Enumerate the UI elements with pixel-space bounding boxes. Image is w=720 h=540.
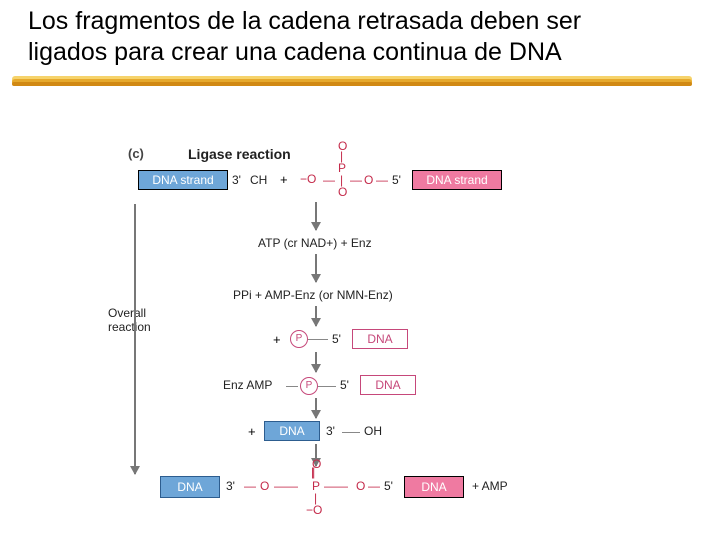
bot-p-o-top: O (312, 458, 321, 471)
bot-dash-l: — (244, 479, 256, 493)
top-dash3: — (376, 173, 388, 187)
top-right-strand: DNA strand (412, 170, 502, 190)
row4-link0 (286, 386, 298, 388)
row3-dna: DNA (352, 329, 408, 349)
title-underline (12, 76, 692, 96)
top-dash2: — (350, 173, 362, 187)
row3-5: 5' (332, 332, 341, 346)
bot-dash-r: —— (324, 479, 348, 493)
top-left-3: 3' (232, 173, 241, 187)
bot-p-bond-d: || (311, 466, 313, 479)
arrow-1 (315, 202, 317, 230)
top-o-right: O (364, 173, 373, 187)
row3-p-circle: P (290, 330, 308, 348)
top-5: 5' (392, 173, 401, 187)
row4-p-circle: P (300, 377, 318, 395)
row4-dna: DNA (360, 375, 416, 395)
row4-enz: Enz AMP (223, 378, 272, 392)
arrow-4 (315, 352, 317, 372)
top-neg-o: −O (300, 173, 316, 186)
overall-arrow (134, 204, 136, 474)
top-p-o-bot: O (338, 186, 347, 199)
overall-label: Overallreaction (108, 306, 168, 335)
bot-o2: O (356, 479, 365, 493)
bot-o1: O (260, 479, 269, 493)
top-dash1: — (323, 173, 335, 187)
slide-title: Los fragmentos de la cadena retrasada de… (28, 6, 688, 69)
row4-5: 5' (340, 378, 349, 392)
row4-link (318, 386, 336, 388)
arrow-3 (315, 306, 317, 326)
bottom-amp: + AMP (472, 479, 508, 493)
bot-dash-l2: —— (274, 479, 298, 493)
arrow-2 (315, 254, 317, 282)
row5-oh: OH (364, 424, 382, 438)
top-left-ch: CH (250, 173, 267, 187)
row3-link (308, 339, 328, 341)
arrow-5 (315, 398, 317, 418)
ligase-figure: (c) Ligase reaction O | P | O DNA strand… (128, 140, 598, 530)
top-plus: + (280, 172, 288, 187)
title-line2: ligados para crear una cadena continua d… (28, 38, 562, 66)
bottom-right-dna: DNA (404, 476, 464, 498)
bottom-5: 5' (384, 479, 393, 493)
row5-dna: DNA (264, 421, 320, 441)
bot-o-neg: −O (306, 504, 322, 517)
step1-label: ATP (cr NAD+) + Enz (258, 236, 372, 250)
title-line1: Los fragmentos de la cadena retrasada de… (28, 7, 581, 35)
bot-dash-r2: — (368, 479, 380, 493)
step2-label: PPi + AMP-Enz (or NMN-Enz) (233, 288, 393, 302)
row3-plus: + (273, 332, 281, 347)
bottom-left-dna: DNA (160, 476, 220, 498)
panel-heading: Ligase reaction (188, 146, 291, 162)
row5-3: 3' (326, 424, 335, 438)
top-left-strand: DNA strand (138, 170, 228, 190)
row5-plus: + (248, 424, 256, 439)
row5-link (342, 432, 360, 434)
bottom-3: 3' (226, 479, 235, 493)
panel-tag: (c) (128, 146, 144, 161)
